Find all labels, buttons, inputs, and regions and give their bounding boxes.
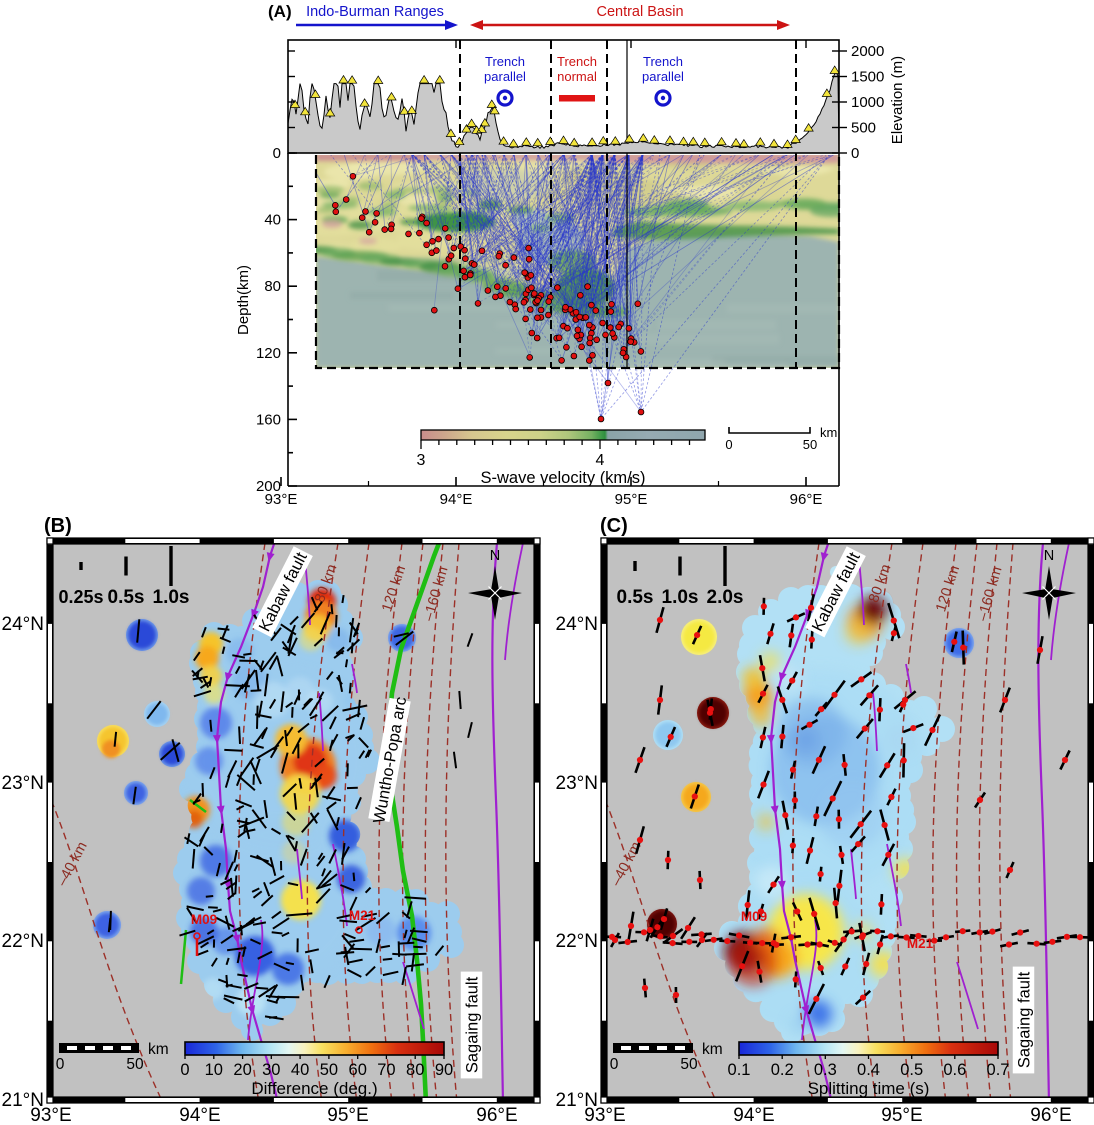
svg-text:0.2: 0.2 — [771, 1061, 794, 1079]
svg-text:M09: M09 — [191, 912, 217, 927]
svg-text:0.6: 0.6 — [943, 1061, 966, 1079]
svg-text:0: 0 — [851, 145, 859, 162]
svg-text:Trench: Trench — [485, 54, 525, 69]
svg-text:Sagaing fault: Sagaing fault — [1015, 971, 1033, 1068]
svg-text:normal: normal — [557, 69, 597, 84]
svg-text:1.0s: 1.0s — [662, 587, 699, 608]
svg-text:40: 40 — [264, 212, 281, 229]
svg-text:0: 0 — [180, 1061, 189, 1079]
svg-text:0: 0 — [273, 145, 281, 162]
svg-text:Difference (deg.): Difference (deg.) — [251, 1079, 377, 1098]
svg-text:21°N: 21°N — [2, 1090, 44, 1111]
svg-text:93°E: 93°E — [30, 1105, 71, 1125]
svg-text:93°E: 93°E — [584, 1105, 625, 1125]
svg-text:93°E: 93°E — [265, 491, 298, 508]
svg-text:80: 80 — [406, 1061, 424, 1079]
svg-text:50: 50 — [320, 1061, 338, 1079]
svg-text:2.0s: 2.0s — [707, 587, 744, 608]
svg-text:km: km — [820, 425, 837, 440]
svg-text:0.7: 0.7 — [987, 1061, 1010, 1079]
svg-text:60: 60 — [349, 1061, 367, 1079]
svg-text:70: 70 — [377, 1061, 395, 1079]
svg-text:Depth(km): Depth(km) — [235, 265, 252, 335]
svg-text:M09: M09 — [741, 909, 767, 924]
svg-text:23°N: 23°N — [556, 773, 598, 794]
svg-text:0: 0 — [725, 437, 732, 452]
svg-text:S-wave velocity (km/s): S-wave velocity (km/s) — [480, 469, 645, 487]
svg-text:96°E: 96°E — [476, 1105, 517, 1125]
svg-text:km: km — [702, 1041, 723, 1058]
svg-text:(C): (C) — [600, 515, 628, 537]
svg-text:94°E: 94°E — [733, 1105, 774, 1125]
svg-text:120: 120 — [256, 345, 281, 362]
svg-text:Elevation (m): Elevation (m) — [889, 56, 906, 144]
svg-text:40: 40 — [291, 1061, 309, 1079]
svg-text:(B): (B) — [44, 515, 72, 537]
svg-text:96°E: 96°E — [790, 491, 823, 508]
svg-text:95°E: 95°E — [327, 1105, 368, 1125]
svg-text:23°N: 23°N — [2, 773, 44, 794]
svg-text:0.3: 0.3 — [814, 1061, 837, 1079]
svg-text:0: 0 — [56, 1056, 65, 1073]
svg-text:0.1: 0.1 — [728, 1061, 751, 1079]
svg-text:Trench: Trench — [557, 54, 597, 69]
svg-text:20: 20 — [233, 1061, 251, 1079]
svg-text:50: 50 — [680, 1056, 698, 1073]
svg-text:parallel: parallel — [642, 69, 684, 84]
svg-text:1.0s: 1.0s — [153, 587, 190, 608]
svg-text:4: 4 — [596, 452, 605, 469]
svg-text:22°N: 22°N — [2, 931, 44, 952]
svg-text:50: 50 — [803, 437, 817, 452]
svg-text:km: km — [148, 1041, 169, 1058]
svg-text:N: N — [490, 548, 500, 564]
svg-text:0.5: 0.5 — [900, 1061, 923, 1079]
svg-text:M21: M21 — [349, 908, 376, 923]
svg-text:95°E: 95°E — [881, 1105, 922, 1125]
svg-text:94°E: 94°E — [179, 1105, 220, 1125]
svg-text:80: 80 — [264, 278, 281, 295]
svg-text:24°N: 24°N — [2, 614, 44, 635]
svg-text:Trench: Trench — [643, 54, 683, 69]
svg-text:3: 3 — [417, 452, 426, 469]
svg-text:0.5s: 0.5s — [108, 587, 145, 608]
svg-text:500: 500 — [851, 120, 876, 137]
svg-text:0.4: 0.4 — [857, 1061, 880, 1079]
svg-text:30: 30 — [262, 1061, 280, 1079]
svg-text:95°E: 95°E — [615, 491, 648, 508]
svg-text:(A): (A) — [268, 2, 292, 21]
svg-text:N: N — [1044, 548, 1054, 564]
svg-text:94°E: 94°E — [440, 491, 473, 508]
svg-text:50: 50 — [126, 1056, 144, 1073]
svg-text:Splitting time (s): Splitting time (s) — [808, 1079, 930, 1098]
svg-text:Indo-Burman Ranges: Indo-Burman Ranges — [306, 4, 444, 20]
svg-text:Sagaing fault: Sagaing fault — [463, 976, 481, 1073]
svg-text:1000: 1000 — [851, 94, 884, 111]
svg-text:0.5s: 0.5s — [617, 587, 654, 608]
svg-text:200: 200 — [256, 478, 281, 495]
svg-text:160: 160 — [256, 411, 281, 428]
svg-text:parallel: parallel — [484, 69, 526, 84]
svg-text:22°N: 22°N — [556, 931, 598, 952]
svg-text:0: 0 — [610, 1056, 619, 1073]
svg-text:M21: M21 — [907, 936, 934, 951]
svg-text:96°E: 96°E — [1030, 1105, 1071, 1125]
svg-text:24°N: 24°N — [556, 614, 598, 635]
svg-text:90: 90 — [435, 1061, 453, 1079]
svg-text:2000: 2000 — [851, 43, 884, 60]
svg-text:21°N: 21°N — [556, 1090, 598, 1111]
svg-text:Central Basin: Central Basin — [596, 4, 683, 20]
svg-text:10: 10 — [205, 1061, 223, 1079]
svg-text:1500: 1500 — [851, 69, 884, 86]
svg-text:0.25s: 0.25s — [58, 587, 103, 607]
